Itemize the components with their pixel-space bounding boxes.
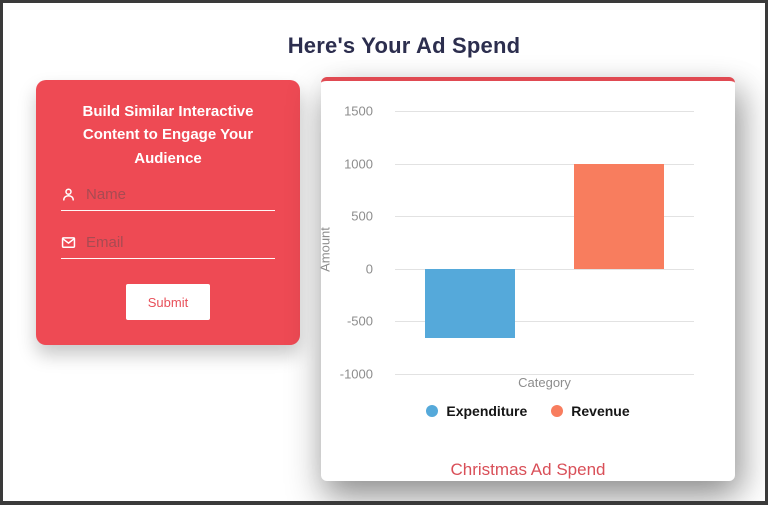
- plot-area: [395, 111, 694, 375]
- envelope-icon: [61, 237, 76, 248]
- bar-expenditure[interactable]: [424, 268, 515, 339]
- person-icon: [63, 188, 74, 201]
- y-tick-label: -500: [346, 313, 373, 329]
- legend-dot-expenditure: [426, 405, 439, 417]
- email-input[interactable]: [86, 234, 275, 251]
- chart-title: Christmas Ad Spend: [450, 460, 606, 479]
- chart-legend: Expenditure Revenue: [321, 403, 735, 419]
- y-tick-label: -1000: [339, 366, 373, 382]
- legend-dot-revenue: [551, 405, 564, 417]
- chart-card: 1500 1000 500 0 -500 -1000 Amount Category Ex…: [317, 77, 735, 481]
- gridline: [395, 321, 694, 323]
- email-field-row: [61, 234, 275, 259]
- name-field-row: [61, 186, 275, 211]
- submit-button[interactable]: Submit: [126, 284, 210, 320]
- gridline: [395, 374, 694, 375]
- legend-item-revenue[interactable]: Revenue: [551, 403, 630, 419]
- legend-label: Expenditure: [446, 403, 528, 419]
- y-tick-label: 0: [365, 261, 373, 277]
- lead-form-card: Build Similar Interactive Content to Eng…: [36, 80, 300, 345]
- page-title: Here's Your Ad Spend: [287, 33, 521, 58]
- gridline: [395, 111, 694, 112]
- gridline: [395, 163, 694, 165]
- bar-revenue[interactable]: [574, 163, 665, 269]
- y-tick-label: 1000: [344, 156, 373, 172]
- x-axis-title: Category: [518, 375, 571, 390]
- form-heading: Build Similar Interactive Content to Eng…: [82, 103, 254, 167]
- gridline: [395, 216, 694, 218]
- legend-item-expenditure[interactable]: Expenditure: [426, 403, 527, 419]
- y-tick-label: 500: [351, 208, 373, 224]
- name-input[interactable]: [86, 186, 275, 203]
- y-tick-label: 1500: [344, 103, 373, 119]
- y-axis-labels: 1500 1000 500 0 -500 -1000: [321, 104, 381, 382]
- y-axis-title: Amount: [317, 227, 333, 272]
- gridline: [395, 268, 694, 270]
- legend-label: Revenue: [571, 403, 630, 419]
